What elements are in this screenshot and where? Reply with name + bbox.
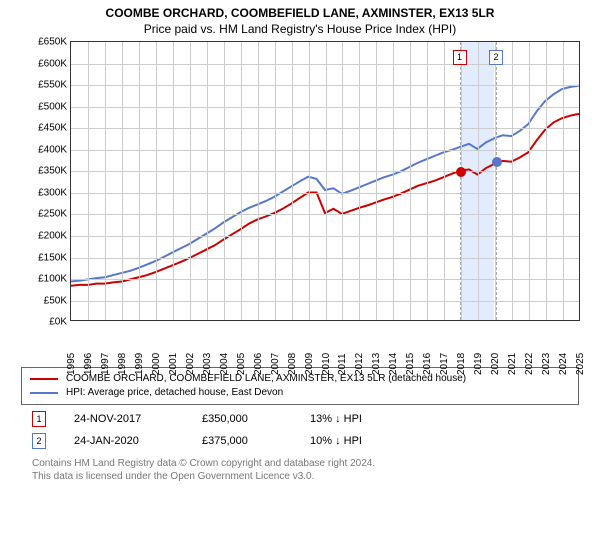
- x-tick: 2014: [388, 353, 399, 375]
- y-tick: £300K: [21, 187, 67, 198]
- x-tick: 2006: [253, 353, 264, 375]
- x-tick: 2011: [337, 354, 348, 376]
- x-tick: 1999: [134, 353, 145, 375]
- x-tick: 2003: [202, 353, 213, 375]
- legend-swatch-hpi: [30, 392, 58, 394]
- marker-2: 2: [489, 50, 503, 65]
- x-tick: 2007: [270, 353, 281, 375]
- y-tick: £250K: [21, 209, 67, 220]
- y-tick: £100K: [21, 274, 67, 285]
- legend-item-hpi: HPI: Average price, detached house, East…: [30, 386, 570, 400]
- transaction-row: 2 24-JAN-2020 £375,000 10% ↓ HPI: [32, 433, 590, 449]
- legend-label-hpi: HPI: Average price, detached house, East…: [66, 386, 283, 400]
- x-tick: 2023: [541, 353, 552, 375]
- line-chart: £0K £50K £100K £150K £200K £250K £300K £350K £40…: [20, 41, 580, 361]
- transaction-price: £350,000: [202, 413, 282, 425]
- transaction-date: 24-NOV-2017: [74, 413, 174, 425]
- x-tick: 2008: [287, 353, 298, 375]
- y-tick: £200K: [21, 231, 67, 242]
- y-tick: £450K: [21, 123, 67, 134]
- x-tick: 2018: [456, 353, 467, 375]
- y-tick: £50K: [21, 295, 67, 306]
- x-tick: 2022: [524, 353, 535, 375]
- x-tick: 2000: [151, 353, 162, 375]
- chart-subtitle: Price paid vs. HM Land Registry's House …: [10, 22, 590, 38]
- transaction-change: 13% ↓ HPI: [310, 413, 362, 425]
- x-tick: 2009: [304, 353, 315, 375]
- y-tick: £150K: [21, 252, 67, 263]
- transaction-price: £375,000: [202, 435, 282, 447]
- transaction-badge: 1: [32, 411, 46, 427]
- x-tick: 1997: [100, 353, 111, 375]
- transaction-badge: 2: [32, 433, 46, 449]
- x-tick: 1995: [66, 353, 77, 375]
- y-tick: £650K: [21, 37, 67, 48]
- x-tick: 2019: [473, 353, 484, 375]
- x-tick: 2024: [558, 353, 569, 375]
- legend-item-property: COOMBE ORCHARD, COOMBEFIELD LANE, AXMINS…: [30, 372, 570, 386]
- x-tick: 1998: [117, 353, 128, 375]
- y-tick: £600K: [21, 58, 67, 69]
- transaction-date: 24-JAN-2020: [74, 435, 174, 447]
- x-tick: 2002: [185, 353, 196, 375]
- footer-line2: This data is licensed under the Open Gov…: [32, 470, 590, 483]
- footer-line1: Contains HM Land Registry data © Crown c…: [32, 457, 590, 470]
- y-tick: £400K: [21, 144, 67, 155]
- x-tick: 1996: [83, 353, 94, 375]
- y-tick: £500K: [21, 101, 67, 112]
- x-tick: 2004: [219, 353, 230, 375]
- x-tick: 2025: [575, 353, 586, 375]
- x-tick: 2001: [168, 353, 179, 375]
- y-tick: £350K: [21, 166, 67, 177]
- x-tick: 2012: [354, 353, 365, 375]
- x-tick: 2021: [507, 353, 518, 375]
- marker-1: 1: [453, 50, 467, 65]
- x-tick: 2020: [490, 353, 501, 375]
- chart-title: COOMBE ORCHARD, COOMBEFIELD LANE, AXMINS…: [10, 6, 590, 22]
- x-tick: 2005: [236, 353, 247, 375]
- y-tick: £0K: [21, 317, 67, 328]
- x-tick: 2016: [422, 353, 433, 375]
- x-tick: 2010: [321, 353, 332, 375]
- legend-swatch-property: [30, 378, 58, 380]
- x-tick: 2015: [405, 353, 416, 375]
- x-tick: 2017: [439, 353, 450, 375]
- transaction-row: 1 24-NOV-2017 £350,000 13% ↓ HPI: [32, 411, 590, 427]
- transaction-change: 10% ↓ HPI: [310, 435, 362, 447]
- y-tick: £550K: [21, 80, 67, 91]
- x-tick: 2013: [371, 353, 382, 375]
